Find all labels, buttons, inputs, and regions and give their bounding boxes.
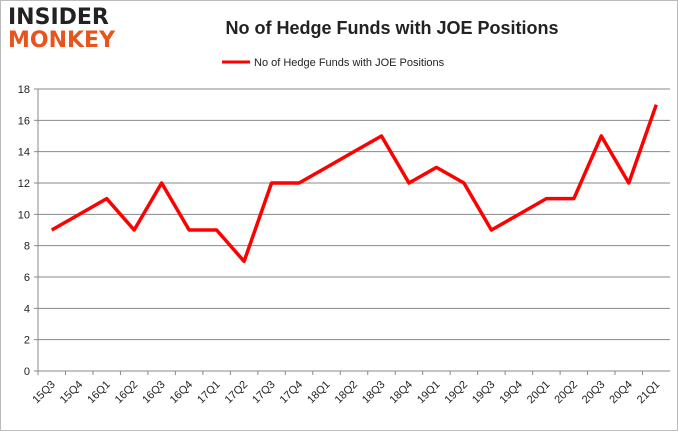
x-tick-label: 20Q4 [607,379,635,407]
y-tick-label: 8 [24,241,30,253]
chart-title: No of Hedge Funds with JOE Positions [225,18,558,38]
x-tick-label: 20Q3 [580,379,608,407]
x-tick-label: 18Q4 [388,379,416,407]
x-tick-label: 21Q1 [635,379,663,407]
x-tick-label: 16Q1 [85,379,113,407]
x-tick-label: 19Q2 [443,379,471,407]
y-tick-label: 14 [18,147,30,159]
legend: No of Hedge Funds with JOE Positions [222,57,445,69]
y-tick-label: 0 [24,366,30,378]
logo-line2: MONKEY [8,28,116,53]
y-tick-label: 12 [18,178,30,190]
x-tick-label: 18Q3 [360,379,388,407]
insider-monkey-logo: INSIDER MONKEY [8,6,115,52]
y-tick-label: 4 [24,303,30,315]
x-tick-label: 16Q3 [140,379,168,407]
x-tick-label: 19Q4 [497,379,525,407]
x-tick-label: 18Q2 [333,379,361,407]
y-tick-label: 6 [24,272,30,284]
y-tick-label: 2 [24,335,30,347]
y-tick-label: 10 [18,209,30,221]
x-tick-label: 16Q2 [113,379,141,407]
y-tick-label: 18 [18,84,30,96]
x-tick-label: 17Q4 [278,379,306,407]
x-tick-label: 19Q3 [470,379,498,407]
x-tick-label: 15Q3 [30,379,58,407]
x-tick-label: 17Q2 [223,379,251,407]
x-tick-label: 15Q4 [58,379,86,407]
x-tick-label: 19Q1 [415,379,443,407]
x-tick-label: 17Q1 [195,379,223,407]
x-tick-label: 18Q1 [305,379,333,407]
x-tick-label: 17Q3 [250,379,278,407]
legend-label: No of Hedge Funds with JOE Positions [254,57,445,69]
logo-line1: INSIDER [8,5,109,30]
y-tick-label: 16 [18,115,30,127]
x-tick-label: 20Q2 [552,379,580,407]
x-tick-label: 20Q1 [525,379,553,407]
x-tick-label: 16Q4 [168,379,196,407]
